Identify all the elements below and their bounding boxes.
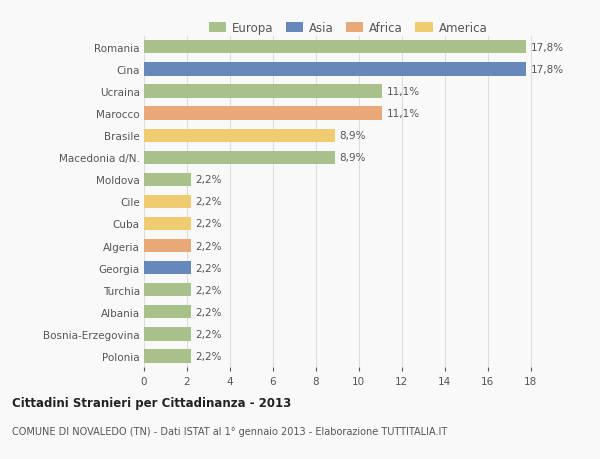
Bar (144, 218, 191, 230)
Bar (144, 284, 191, 297)
Text: 2,2%: 2,2% (196, 219, 222, 229)
Text: 8,9%: 8,9% (340, 153, 366, 163)
Text: 2,2%: 2,2% (196, 175, 222, 185)
Text: 11,1%: 11,1% (386, 109, 420, 119)
Text: 8,9%: 8,9% (340, 131, 366, 141)
Text: Cittadini Stranieri per Cittadinanza - 2013: Cittadini Stranieri per Cittadinanza - 2… (12, 396, 291, 409)
Bar (144, 151, 335, 164)
Bar (144, 196, 191, 208)
Bar (144, 262, 191, 274)
Text: COMUNE DI NOVALEDO (TN) - Dati ISTAT al 1° gennaio 2013 - Elaborazione TUTTITALI: COMUNE DI NOVALEDO (TN) - Dati ISTAT al … (12, 426, 447, 436)
Bar (144, 174, 191, 186)
Bar (144, 63, 526, 76)
Text: 2,2%: 2,2% (196, 263, 222, 273)
Legend: Europa, Asia, Africa, America: Europa, Asia, Africa, America (206, 20, 490, 37)
Text: 11,1%: 11,1% (386, 87, 420, 97)
Text: 2,2%: 2,2% (196, 241, 222, 251)
Text: 2,2%: 2,2% (196, 285, 222, 295)
Text: 2,2%: 2,2% (196, 197, 222, 207)
Bar (144, 107, 382, 120)
Text: 2,2%: 2,2% (196, 329, 222, 339)
Text: 2,2%: 2,2% (196, 307, 222, 317)
Bar (144, 129, 335, 142)
Bar (144, 350, 191, 363)
Text: 2,2%: 2,2% (196, 351, 222, 361)
Text: 17,8%: 17,8% (530, 43, 563, 53)
Bar (144, 306, 191, 319)
Text: 17,8%: 17,8% (530, 65, 563, 75)
Bar (144, 85, 382, 98)
Bar (144, 328, 191, 341)
Bar (144, 41, 526, 54)
Bar (144, 240, 191, 252)
